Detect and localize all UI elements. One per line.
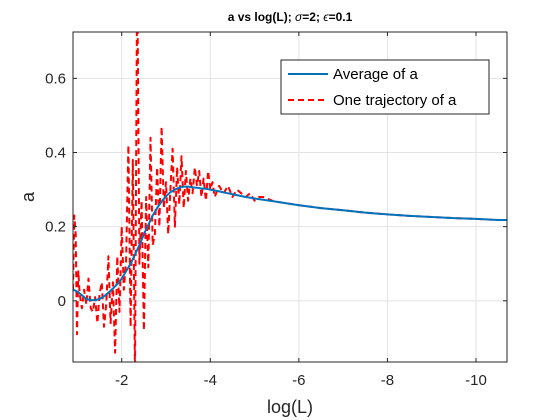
legend: Average of a One trajectory of a bbox=[280, 59, 490, 115]
x-axis-label: log(L) bbox=[267, 397, 313, 417]
legend-label-trajectory: One trajectory of a bbox=[333, 92, 457, 109]
x-tick-label: -10 bbox=[465, 372, 487, 389]
series-line-average bbox=[73, 185, 507, 302]
x-tick-label: -8 bbox=[381, 372, 394, 389]
legend-label-average: Average of a bbox=[333, 66, 418, 83]
x-tick-label: -2 bbox=[115, 372, 128, 389]
series-group bbox=[73, 32, 507, 362]
tick-labels: -2 -4 -6 -8 -10 0 0.2 0.4 0.6 bbox=[45, 70, 487, 389]
y-tick-label: 0 bbox=[58, 293, 66, 310]
y-tick-label: 0.6 bbox=[45, 70, 66, 87]
x-tick-label: -6 bbox=[292, 372, 305, 389]
x-tick-label: -4 bbox=[204, 372, 217, 389]
ticks bbox=[73, 32, 507, 362]
legend-box bbox=[280, 59, 490, 115]
y-tick-label: 0.4 bbox=[45, 145, 66, 162]
y-tick-label: 0.2 bbox=[45, 219, 66, 236]
y-axis-label: a bbox=[18, 191, 38, 202]
chart-title: a vs log(L); σ=2; ϵ=0.1 bbox=[228, 10, 353, 24]
axes-box bbox=[72, 31, 508, 363]
